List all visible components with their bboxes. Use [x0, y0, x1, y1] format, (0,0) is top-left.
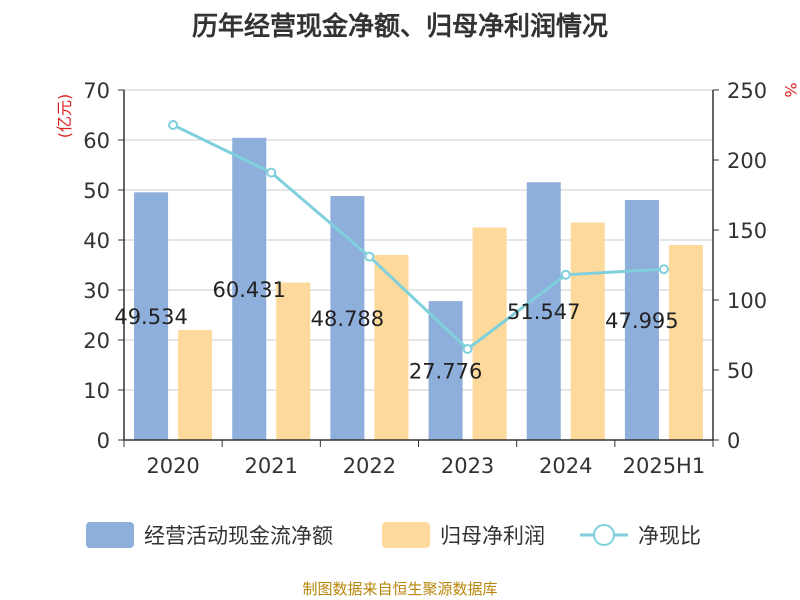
- axes: 0 10 20 30 40 50 60 70 0 50 100 150 200 250 (亿元)% 2020 2…: [55, 79, 800, 478]
- legend-label-ratio: 净现比: [638, 524, 701, 548]
- ratio-line: [168, 120, 669, 354]
- ratio-polyline: [172, 123, 665, 351]
- y-left-tick-label: 30: [83, 279, 110, 303]
- legend-swatch-net-profit: [382, 522, 430, 548]
- ratio-point: [266, 167, 277, 178]
- x-tick-label: 2020: [146, 454, 199, 478]
- x-tick-label: 2024: [539, 454, 592, 478]
- y-left-tick-label: 60: [83, 129, 110, 153]
- bar-net-profit: [570, 222, 605, 440]
- x-tick-label: 2022: [343, 454, 396, 478]
- y-right-tick-label: 200: [727, 149, 767, 173]
- y-left-tick-label: 50: [83, 179, 110, 203]
- x-tick-label: 2021: [245, 454, 298, 478]
- bar-cash-flow: [134, 192, 169, 440]
- y-right-tick-label: 150: [727, 219, 767, 243]
- y-right-tick-label: 0: [727, 429, 740, 453]
- y-right-tick-label: 250: [727, 79, 767, 103]
- ratio-point: [168, 120, 179, 130]
- legend-swatch-cash-flow: [86, 522, 134, 548]
- ratio-point: [560, 269, 571, 280]
- grid-lines: [124, 89, 713, 391]
- bar-net-profit: [276, 282, 311, 440]
- y-right-tick-label: 100: [727, 289, 767, 313]
- data-label-cash-flow: 49.534: [114, 305, 187, 329]
- bar-cash-flow: [526, 182, 561, 440]
- data-label-cash-flow: 27.776: [409, 360, 482, 384]
- ratio-point: [364, 251, 375, 262]
- chart-title: 历年经营现金净额、归母净利润情况: [191, 12, 608, 42]
- bars: [134, 137, 703, 440]
- ratio-point: [462, 344, 473, 354]
- y-left-tick-label: 40: [83, 229, 110, 253]
- data-labels: 49.534 60.431 48.788 27.776 51.547 47.995: [114, 278, 678, 384]
- x-tick-label: 2025H1: [623, 454, 706, 478]
- y-right-tick-label: 50: [727, 359, 754, 383]
- bar-net-profit: [374, 255, 409, 440]
- bar-cash-flow: [624, 200, 659, 440]
- y-left-tick-label: 70: [83, 79, 110, 103]
- x-tick-label: 2023: [441, 454, 494, 478]
- bar-net-profit: [178, 330, 213, 440]
- data-label-cash-flow: 60.431: [213, 278, 286, 302]
- y-left-axis-label: (亿元): [55, 94, 74, 139]
- legend-label-net-profit: 归母净利润: [440, 524, 545, 548]
- source-note: 制图数据来自恒生聚源数据库: [302, 580, 498, 598]
- data-label-cash-flow: 47.995: [605, 309, 678, 333]
- data-label-cash-flow: 51.547: [507, 300, 580, 324]
- ratio-point: [658, 264, 669, 275]
- legend: 经营活动现金流净额 归母净利润 净现比: [86, 522, 701, 548]
- bar-cash-flow: [428, 301, 463, 440]
- legend-label-cash-flow: 经营活动现金流净额: [144, 524, 333, 548]
- legend-marker-ratio: [593, 524, 615, 546]
- y-right-axis-label: %: [781, 82, 800, 97]
- y-left-tick-label: 20: [83, 329, 110, 353]
- bar-net-profit: [668, 245, 703, 440]
- data-label-cash-flow: 48.788: [311, 307, 384, 331]
- y-left-tick-label: 0: [97, 429, 110, 453]
- bar-cash-flow: [232, 137, 267, 440]
- y-left-tick-label: 10: [83, 379, 110, 403]
